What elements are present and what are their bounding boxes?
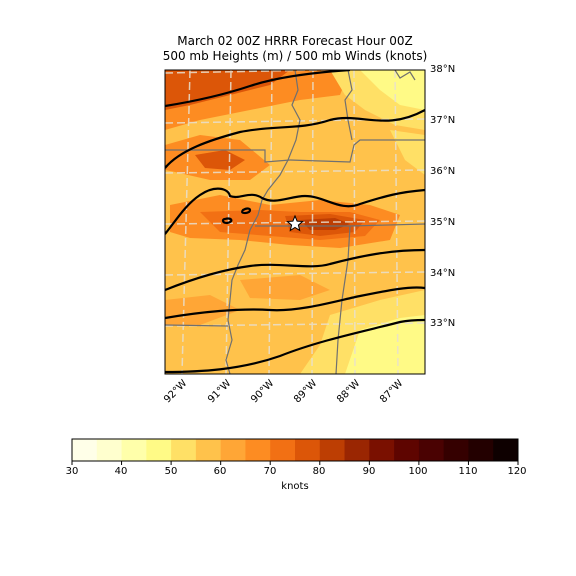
colorbar-cell [96, 439, 123, 461]
colorbar-cell [220, 439, 246, 461]
colorbar-cell [295, 439, 321, 461]
colorbar-cell [171, 439, 197, 461]
colorbar-cell [468, 439, 494, 461]
colorbar-cell [493, 439, 519, 461]
height-contours [165, 70, 425, 374]
lat-label-34: 34°N [430, 268, 456, 279]
map-title-line1: March 02 00Z HRRR Forecast Hour 00Z [177, 34, 413, 48]
colorbar-unit-label: knots [281, 481, 309, 492]
colorbar-cell [270, 439, 296, 461]
state-boundaries [165, 70, 425, 374]
colorbar-tick-50: 50 [164, 466, 178, 477]
star-icon [286, 214, 304, 232]
colorbar-cell [195, 439, 222, 461]
colorbar-cell [121, 439, 147, 461]
colorbar-tick-120: 120 [507, 466, 527, 477]
colorbar-tick-70: 70 [263, 466, 277, 477]
colorbar-cell [319, 439, 346, 461]
colorbar-tick-30: 30 [65, 466, 79, 477]
colorbar-cell [369, 439, 395, 461]
lat-label-36: 36°N [430, 166, 456, 177]
colorbar-tick-80: 80 [312, 466, 326, 477]
colorbar-cell [146, 439, 172, 461]
colorbar-cell [245, 439, 271, 461]
colorbar-tick-60: 60 [213, 466, 227, 477]
colorbar-tick-110: 110 [458, 466, 478, 477]
colorbar-cell [418, 439, 445, 461]
lat-label-38: 38°N [430, 64, 456, 75]
colorbar-ticks [71, 461, 519, 465]
lat-label-37: 37°N [430, 115, 456, 126]
lat-label-33: 33°N [430, 318, 456, 329]
map-frame [164, 69, 426, 375]
colorbar-cell [344, 439, 370, 461]
colorbar-frame [71, 438, 519, 462]
colorbar-tick-40: 40 [114, 466, 128, 477]
colorbar-tick-100: 100 [408, 466, 428, 477]
colorbar-cell [394, 439, 420, 461]
lat-label-35: 35°N [430, 217, 456, 228]
colorbar-cells [72, 439, 519, 461]
colorbar-cell [72, 439, 98, 461]
colorbar-tick-90: 90 [362, 466, 376, 477]
colorbar-cell [443, 439, 469, 461]
map-title-line2: 500 mb Heights (m) / 500 mb Winds (knots… [162, 49, 428, 63]
